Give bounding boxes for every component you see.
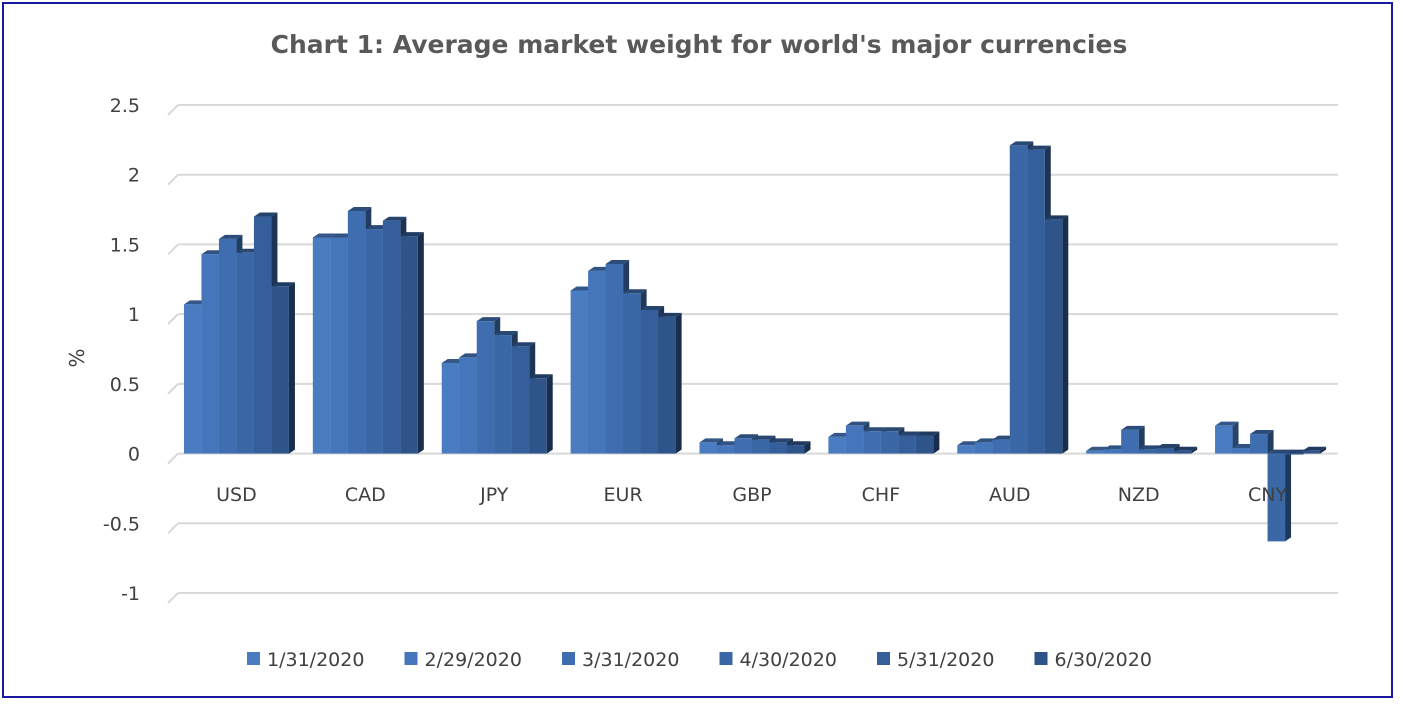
chart-title: Chart 1: Average market weight for world…	[271, 30, 1128, 59]
legend-swatch	[404, 652, 418, 665]
gridline-depth	[167, 313, 179, 325]
legend-swatch	[877, 652, 890, 665]
category-labels: USD CAD JPY EUR GBP CHF AUD NZD CNY	[216, 484, 1287, 506]
legend-label: 4/30/2020	[740, 649, 837, 671]
legend-swatch	[247, 652, 260, 665]
y-tick-label: 1	[128, 304, 140, 326]
y-tick-label: -0.5	[103, 513, 140, 535]
legend-label: 1/31/2020	[267, 649, 364, 671]
gridline-depth	[167, 243, 179, 256]
bar-CNY-2	[1250, 430, 1274, 454]
legend-swatch	[719, 652, 733, 665]
y-tick-label: 1.5	[110, 234, 140, 256]
gridline-depth	[167, 522, 179, 534]
gridline-depth	[167, 452, 179, 465]
legend-swatch	[562, 652, 575, 665]
legend-item: 3/31/2020	[562, 649, 679, 671]
x-tick-label: GBP	[732, 484, 771, 506]
x-tick-label: CHF	[862, 484, 900, 506]
bar-CNY-3	[1267, 449, 1292, 542]
legend-swatch	[1034, 652, 1048, 665]
legend-label: 2/29/2020	[425, 649, 522, 671]
bar-CHF-5	[915, 431, 940, 454]
gridline-depth	[167, 383, 179, 395]
y-axis-ticks: 2.5 2 1.5 1 0.5 0 -0.5 -1	[103, 95, 140, 605]
bar-USD-5	[271, 282, 295, 454]
bar-CAD-5	[400, 232, 424, 454]
y-tick-label: 0	[128, 444, 140, 466]
y-tick-label: 0.5	[110, 374, 140, 396]
y-tick-label: 2.5	[110, 95, 140, 117]
bar-NZD-5	[1173, 446, 1198, 454]
y-axis-label: %	[65, 348, 89, 367]
bar-AUD-5	[1044, 215, 1069, 454]
legend-label: 5/31/2020	[897, 649, 994, 671]
x-tick-label: AUD	[989, 484, 1031, 506]
bars	[183, 141, 1327, 542]
x-tick-label: EUR	[604, 484, 643, 506]
y-tick-label: -1	[121, 583, 140, 605]
y-tick-label: 2	[128, 165, 140, 187]
bar-GBP-5	[787, 441, 811, 454]
legend-item: 5/31/2020	[877, 649, 994, 671]
x-tick-label: CAD	[345, 484, 386, 506]
x-tick-label: JPY	[479, 484, 509, 506]
bar-CHF-3	[880, 427, 905, 454]
gridline-depth	[167, 174, 179, 186]
gridline-depth	[167, 592, 179, 604]
gridline-depth	[167, 104, 179, 116]
bar-CNY-5	[1302, 446, 1327, 454]
legend-item: 2/29/2020	[404, 649, 522, 671]
legend-label: 3/31/2020	[582, 649, 679, 671]
x-tick-label: CNY	[1248, 484, 1287, 506]
legend: 1/31/2020 2/29/2020 3/31/2020 4/30/2020 5/31…	[247, 649, 1152, 671]
x-tick-label: USD	[216, 484, 257, 506]
legend-label: 6/30/2020	[1055, 649, 1152, 671]
legend-item: 6/30/2020	[1034, 649, 1152, 671]
x-tick-label: NZD	[1118, 484, 1160, 506]
bar-JPY-5	[529, 374, 553, 454]
bar-EUR-5	[658, 312, 682, 454]
legend-item: 1/31/2020	[247, 649, 364, 671]
legend-item: 4/30/2020	[719, 649, 837, 671]
